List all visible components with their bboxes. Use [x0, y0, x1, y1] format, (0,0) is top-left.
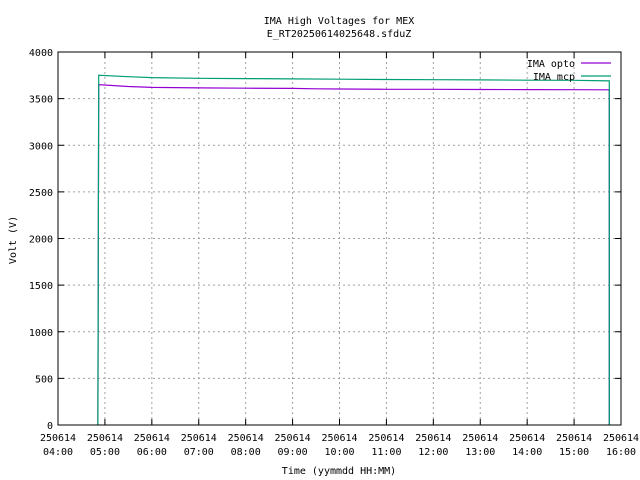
x-axis-label: Time (yymmdd HH:MM): [282, 466, 396, 477]
grid: [58, 52, 621, 425]
x-tick-label-date: 250614: [368, 433, 404, 444]
y-tick-label: 2000: [29, 235, 53, 246]
legend: IMA opto IMA mcp: [527, 59, 611, 83]
x-tick-label-date: 250614: [275, 433, 311, 444]
x-tick-label-time: 08:00: [231, 447, 261, 458]
x-tick-label-date: 250614: [415, 433, 451, 444]
series-line-ima-mcp: [97, 74, 610, 426]
x-tick-label-date: 250614: [603, 433, 639, 444]
x-tick-label-time: 06:00: [137, 447, 167, 458]
plot-frame: [57, 51, 622, 426]
x-tick-label-time: 10:00: [324, 447, 354, 458]
x-tick-label-time: 15:00: [559, 447, 589, 458]
legend-label: IMA mcp: [533, 72, 575, 83]
x-tick-label-time: 04:00: [43, 447, 73, 458]
x-tick-label-date: 250614: [556, 433, 592, 444]
x-tick-label-date: 250614: [40, 433, 76, 444]
series-line-ima-opto: [97, 83, 610, 425]
x-tick-label-time: 09:00: [278, 447, 308, 458]
x-tick-label-time: 16:00: [606, 447, 636, 458]
legend-label: IMA opto: [527, 59, 575, 70]
chart-subtitle: E_RT20250614025648.sfduZ: [267, 29, 412, 40]
y-tick-label: 3500: [29, 95, 53, 106]
x-tick-label-time: 11:00: [371, 447, 401, 458]
y-tick-label: 3000: [29, 141, 53, 152]
x-tick-label-date: 250614: [509, 433, 545, 444]
y-tick-label: 4000: [29, 48, 53, 59]
chart-title: IMA High Voltages for MEX: [264, 16, 415, 27]
x-tick-label-date: 250614: [228, 433, 264, 444]
x-tick-label-time: 07:00: [184, 447, 214, 458]
y-tick-label: 0: [47, 421, 53, 432]
y-tick-label: 1000: [29, 328, 53, 339]
y-tick-label: 500: [35, 374, 53, 385]
x-tick-label-date: 250614: [87, 433, 123, 444]
x-tick-label-time: 12:00: [418, 447, 448, 458]
x-tick-label-date: 250614: [134, 433, 170, 444]
x-tick-label-time: 13:00: [465, 447, 495, 458]
y-axis-label: Volt (V): [8, 216, 19, 264]
axis-ticks: 0 500 1000 1500 2000 2500 3000 3500 4000 250614 04…: [29, 48, 639, 458]
x-tick-label-date: 250614: [462, 433, 498, 444]
y-tick-label: 2500: [29, 188, 53, 199]
x-tick-label-time: 14:00: [512, 447, 542, 458]
x-tick-label-date: 250614: [321, 433, 357, 444]
y-tick-label: 1500: [29, 281, 53, 292]
plot-series: [97, 74, 610, 426]
x-tick-label-time: 05:00: [90, 447, 120, 458]
x-tick-label-date: 250614: [181, 433, 217, 444]
